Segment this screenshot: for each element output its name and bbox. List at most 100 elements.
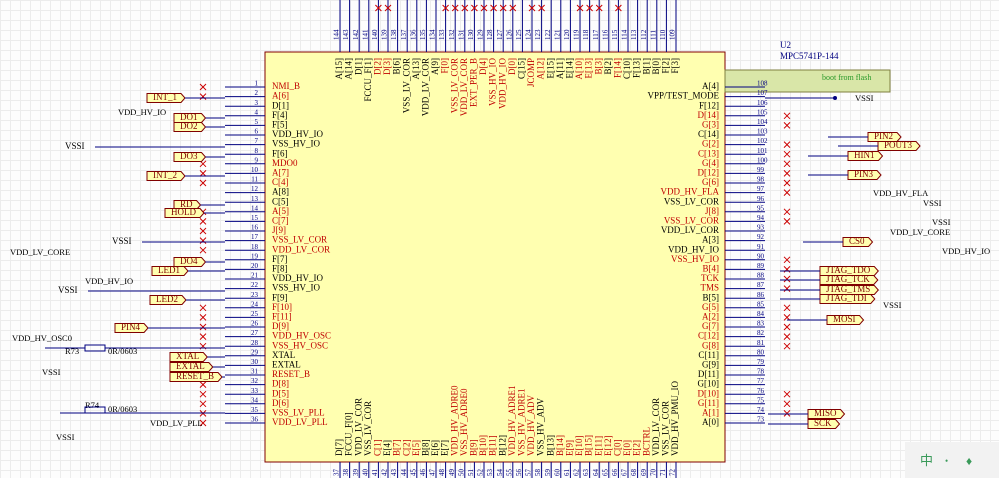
pin-name: B[4] [703,263,720,273]
nc-mark [375,4,382,12]
pin-name: A[9] [430,58,440,75]
nc-mark [783,112,791,120]
pin-name: VDD_HV_IO [668,244,719,254]
nc-mark [199,304,207,312]
pin-number: 115 [611,29,619,40]
pin-name: XTAL [272,350,295,360]
pin-number: 109 [669,29,677,40]
pin-number: 144 [333,29,341,40]
net-flag [867,132,902,142]
pin-number: 12 [251,185,259,193]
pin-number: 8 [255,147,259,155]
net-text: VSSI [855,93,874,103]
pin-name: G[6] [702,177,719,187]
pin-name: E[10] [574,436,584,457]
pin-name: D[4] [478,58,488,75]
pin-number: 139 [381,29,389,40]
net-flag [146,171,186,181]
pin-name: VPP/TEST_MODE [647,91,719,101]
pin-number: 54 [496,469,504,477]
pin-name: C[15] [516,58,526,79]
part: MPC5741P-144 [780,51,839,61]
pin-number: 122 [544,29,552,40]
pin-number: 104 [757,118,768,126]
pin-number: 119 [573,29,581,40]
nc-mark [595,4,603,12]
pin-name: G[2] [702,139,719,149]
pin-name: FCCU_F[0] [344,412,354,456]
net-label: XTAL [176,351,199,361]
net-flag [877,141,921,151]
logo-area: 中 • ♦ [905,442,999,478]
pin-number: 79 [757,358,765,366]
pin-name: VSS_LV_COR [664,215,719,225]
pin-number: 90 [757,252,765,260]
net-text: VSSI [923,198,942,208]
pin-name: F[9] [272,292,288,302]
nc-mark [384,4,392,12]
net-label: JTAG_TCK [826,274,870,284]
net-text: VSSI [932,217,951,227]
pin-name: VSS_LV_COR [660,401,670,456]
pin-number: 132 [448,29,456,40]
pin-name: VSS_HV_IO [272,139,321,149]
pin-name: VSS_LV_COR [401,58,411,113]
pin-number: 38 [342,469,350,477]
nc-mark [199,333,207,340]
pin-number: 95 [757,204,765,212]
nc-mark [451,4,459,12]
pin-name: B[12] [497,435,507,456]
pin-name: G[8] [702,340,719,350]
pin-number: 2 [255,89,259,97]
net-flag [819,266,879,276]
pin-name: D[8] [272,379,289,389]
pin-name: D[0] [507,58,517,75]
pin-name: C[14] [698,129,719,139]
nc-mark [783,400,791,408]
pin-name: A[5] [272,206,289,216]
pin-name: E[12] [603,436,613,457]
pin-number: 23 [251,291,259,299]
net-label: JTAG_TDI [826,293,867,303]
net-flag [847,151,884,161]
pin-name: VDD_HV_IO [497,58,507,109]
pin-name: C[10] [622,58,632,79]
pin-name: A[12] [536,58,546,80]
pin-number: 19 [251,252,259,260]
pin-number: 14 [251,204,259,212]
nc-mark [199,227,207,235]
pin-number: 91 [757,243,765,251]
pin-number: 134 [429,29,437,40]
pin-name: VSS_LV_PLL [272,407,325,417]
pin-number: 105 [757,108,768,116]
pin-number: 59 [544,469,552,477]
net-flag [847,170,882,180]
nc-mark [783,285,791,292]
pin-name: VSS_HV_ADV [536,397,546,456]
nc-mark [199,170,207,177]
pin-name: F[8] [272,263,288,273]
pin-name: VDD_HV_ADRE0 [449,385,459,456]
pin-number: 96 [757,195,765,203]
net-text: VDD_HV_IO [942,246,990,256]
pin-number: 3 [255,99,259,107]
net-text: VDD_HV_OSC0 [12,333,72,343]
pin-number: 20 [251,262,259,270]
net-label: RD [180,199,193,209]
net-text: VSSI [883,300,902,310]
net-flag [826,315,865,325]
pin-number: 111 [649,30,657,40]
net-flag [173,257,207,267]
net-flag [169,352,208,362]
nc-mark [783,141,791,148]
net-label: DO3 [180,151,198,161]
pin-number: 123 [534,29,542,40]
nc-mark [199,237,207,244]
nc-mark [783,179,791,187]
pin-name: B[13] [545,435,555,456]
pin-number: 17 [251,233,259,241]
svg-text:•: • [945,456,948,466]
pin-name: VDD_HV_IO [272,273,323,283]
pin-name: D[5] [272,388,289,398]
pin-name: VDD_LV_PLL [272,417,328,427]
